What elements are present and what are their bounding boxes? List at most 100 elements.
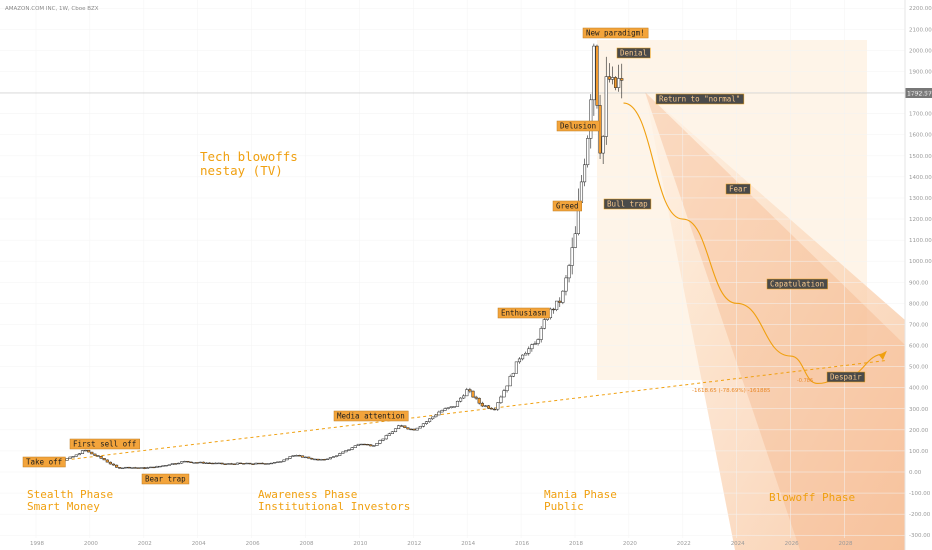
tag-fear: Fear <box>725 183 751 195</box>
candle-body <box>527 348 531 354</box>
candle-body <box>127 466 131 469</box>
tag-box <box>603 198 652 210</box>
candle-body <box>362 443 367 446</box>
candle-body <box>133 467 137 469</box>
x-tick-label: 2024 <box>731 541 745 547</box>
phase-stealth-title: Stealth Phase <box>27 488 113 501</box>
candle-body <box>99 455 103 459</box>
y-tick-label: 0.00 <box>909 470 922 476</box>
title-line-2: nestay (TV) <box>200 163 283 178</box>
x-tick-label: 2016 <box>515 541 529 547</box>
candle-body <box>459 397 463 402</box>
candle-body <box>409 428 413 431</box>
y-tick-label: -300.00 <box>909 533 931 539</box>
y-tick-label: 1900.00 <box>909 69 932 75</box>
candle-body <box>530 344 534 350</box>
tag-box <box>826 371 866 383</box>
candle-body <box>452 406 456 408</box>
y-tick-label: 1700.00 <box>909 112 932 118</box>
symbol-header: AMAZON.COM INC, 1W, Cboe BZX <box>5 6 99 12</box>
title-line-1: Tech blowoffs <box>200 149 298 164</box>
candle-body <box>260 462 264 465</box>
candle-body <box>279 461 283 463</box>
candle-body <box>111 463 116 466</box>
tag-box <box>616 47 651 59</box>
candle-body <box>570 247 574 266</box>
candle-body <box>421 423 425 427</box>
candle-body <box>307 456 311 459</box>
tag-label: Take off <box>26 458 62 467</box>
tag-label: Bear trap <box>145 475 186 484</box>
candle-body <box>353 445 357 448</box>
candle-body <box>269 462 274 465</box>
candle-body <box>177 462 181 465</box>
candle-body <box>158 465 162 468</box>
candle-body <box>285 458 289 461</box>
y-tick-label: 900.00 <box>909 280 929 286</box>
candle-body <box>493 408 497 411</box>
candle-body <box>87 449 91 453</box>
tag-label: Greed <box>556 202 579 211</box>
chart-grid <box>0 0 905 538</box>
phase-awareness-title: Awareness Phase <box>258 488 357 501</box>
measure-labels: -1618.65 (-78.69%) -161885 -0.786 <box>692 378 813 394</box>
candle-body <box>105 459 109 463</box>
phase-mania-sub: Public <box>544 500 584 513</box>
projection-fan-inner <box>645 92 905 550</box>
candle-body <box>313 458 317 461</box>
candle-body <box>322 459 326 461</box>
candle-body <box>496 402 500 410</box>
projection-layer <box>597 40 905 550</box>
x-tick-label: 2004 <box>192 541 206 547</box>
last-price-label: 1792.57 <box>905 88 932 98</box>
tag-enthusiasm: Enthusiasm <box>497 307 550 319</box>
candle-body <box>350 447 354 450</box>
candle-body <box>192 462 196 464</box>
candle-body <box>164 465 168 467</box>
candle-body <box>251 463 255 465</box>
candle-body <box>418 426 422 429</box>
x-tick-label: 2006 <box>246 541 260 547</box>
x-tick-label: 2000 <box>84 541 98 547</box>
candle-body <box>146 467 150 469</box>
candle-body <box>437 411 441 416</box>
candle-body <box>331 456 336 458</box>
y-tick-label: 400.00 <box>909 386 929 392</box>
candle-body <box>505 385 509 391</box>
candle-body <box>180 461 184 464</box>
candle-body <box>536 339 540 344</box>
tag-label: Enthusiasm <box>501 309 547 318</box>
candle-body <box>604 76 608 137</box>
candle-body <box>226 463 230 465</box>
candle-body <box>573 233 577 248</box>
candle-body <box>375 443 379 446</box>
phase-mania-title: Mania Phase <box>544 488 617 501</box>
tag-bear-trap: Bear trap <box>141 473 190 485</box>
candle-body <box>465 389 469 397</box>
candle-body <box>443 408 447 411</box>
candle-body <box>381 438 385 441</box>
y-tick-label: 200.00 <box>909 428 929 434</box>
tag-despair: Despair <box>826 371 866 383</box>
candle-body <box>542 319 546 329</box>
candle-body <box>387 433 391 436</box>
candle-body <box>217 462 221 465</box>
y-tick-label: 1200.00 <box>909 217 932 223</box>
candle-body <box>118 467 122 469</box>
candle-body <box>567 265 571 279</box>
y-tick-label: 1400.00 <box>909 175 932 181</box>
candle-body <box>173 463 178 465</box>
tag-label: Denial <box>620 49 647 58</box>
candle-series <box>34 43 624 470</box>
y-tick-label: -200.00 <box>909 512 931 518</box>
candle-body <box>273 462 277 464</box>
candle-body <box>471 390 475 398</box>
tag-box <box>497 307 550 319</box>
candle-body <box>288 456 292 459</box>
tag-box <box>22 456 66 468</box>
candle-body <box>617 78 621 88</box>
tag-label: Return to "normal" <box>659 95 740 104</box>
candle-body <box>564 277 568 292</box>
y-tick-label: 1000.00 <box>909 259 932 265</box>
